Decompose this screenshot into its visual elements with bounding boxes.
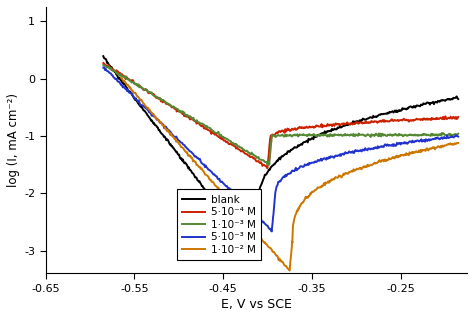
1·10⁻² M [456,141,461,145]
5·10⁻⁴ M [131,81,137,85]
blank [126,89,132,93]
Line: 1·10⁻³ M: 1·10⁻³ M [103,65,458,165]
1·10⁻³ M [283,133,288,136]
1·10⁻³ M [318,134,323,137]
1·10⁻² M [333,175,338,179]
1·10⁻³ M [139,86,145,90]
blank [136,102,141,106]
5·10⁻⁴ M [346,122,352,126]
Line: blank: blank [103,56,458,254]
5·10⁻³ M [456,135,461,139]
5·10⁻³ M [269,230,275,233]
1·10⁻³ M [456,132,461,135]
blank [456,97,461,101]
blank [128,91,134,95]
1·10⁻² M [301,198,307,202]
5·10⁻⁴ M [281,129,287,133]
5·10⁻⁴ M [456,115,461,119]
Line: 5·10⁻⁴ M: 5·10⁻⁴ M [103,63,458,168]
1·10⁻³ M [100,63,106,67]
5·10⁻⁴ M [100,61,106,65]
blank [338,126,344,129]
1·10⁻³ M [129,81,135,85]
1·10⁻² M [147,108,153,112]
5·10⁻⁴ M [128,78,134,82]
5·10⁻⁴ M [316,125,322,128]
5·10⁻³ M [320,157,326,161]
1·10⁻² M [118,76,124,80]
1·10⁻² M [157,120,163,123]
5·10⁻³ M [133,97,138,100]
1·10⁻³ M [266,163,272,167]
1·10⁻² M [359,167,365,171]
1·10⁻² M [150,112,155,116]
1·10⁻³ M [347,134,353,137]
Legend: blank, 5·10⁻⁴ M, 1·10⁻³ M, 5·10⁻³ M, 1·10⁻² M: blank, 5·10⁻⁴ M, 1·10⁻³ M, 5·10⁻³ M, 1·1… [177,190,261,260]
5·10⁻³ M [286,172,292,176]
5·10⁻⁴ M [138,86,144,89]
5·10⁻⁴ M [264,166,270,170]
blank [251,252,257,256]
Y-axis label: log (I, mA cm⁻²): log (I, mA cm⁻²) [7,93,20,187]
blank [307,137,312,141]
5·10⁻³ M [101,66,107,69]
blank [100,54,106,58]
blank [268,165,274,169]
Line: 5·10⁻³ M: 5·10⁻³ M [103,67,458,232]
5·10⁻³ M [140,105,146,108]
1·10⁻² M [287,269,292,273]
5·10⁻³ M [349,151,355,155]
1·10⁻³ M [131,82,137,86]
5·10⁻³ M [100,66,106,69]
Line: 1·10⁻² M: 1·10⁻² M [121,78,458,271]
X-axis label: E, V vs SCE: E, V vs SCE [221,298,292,311]
5·10⁻³ M [130,94,136,98]
